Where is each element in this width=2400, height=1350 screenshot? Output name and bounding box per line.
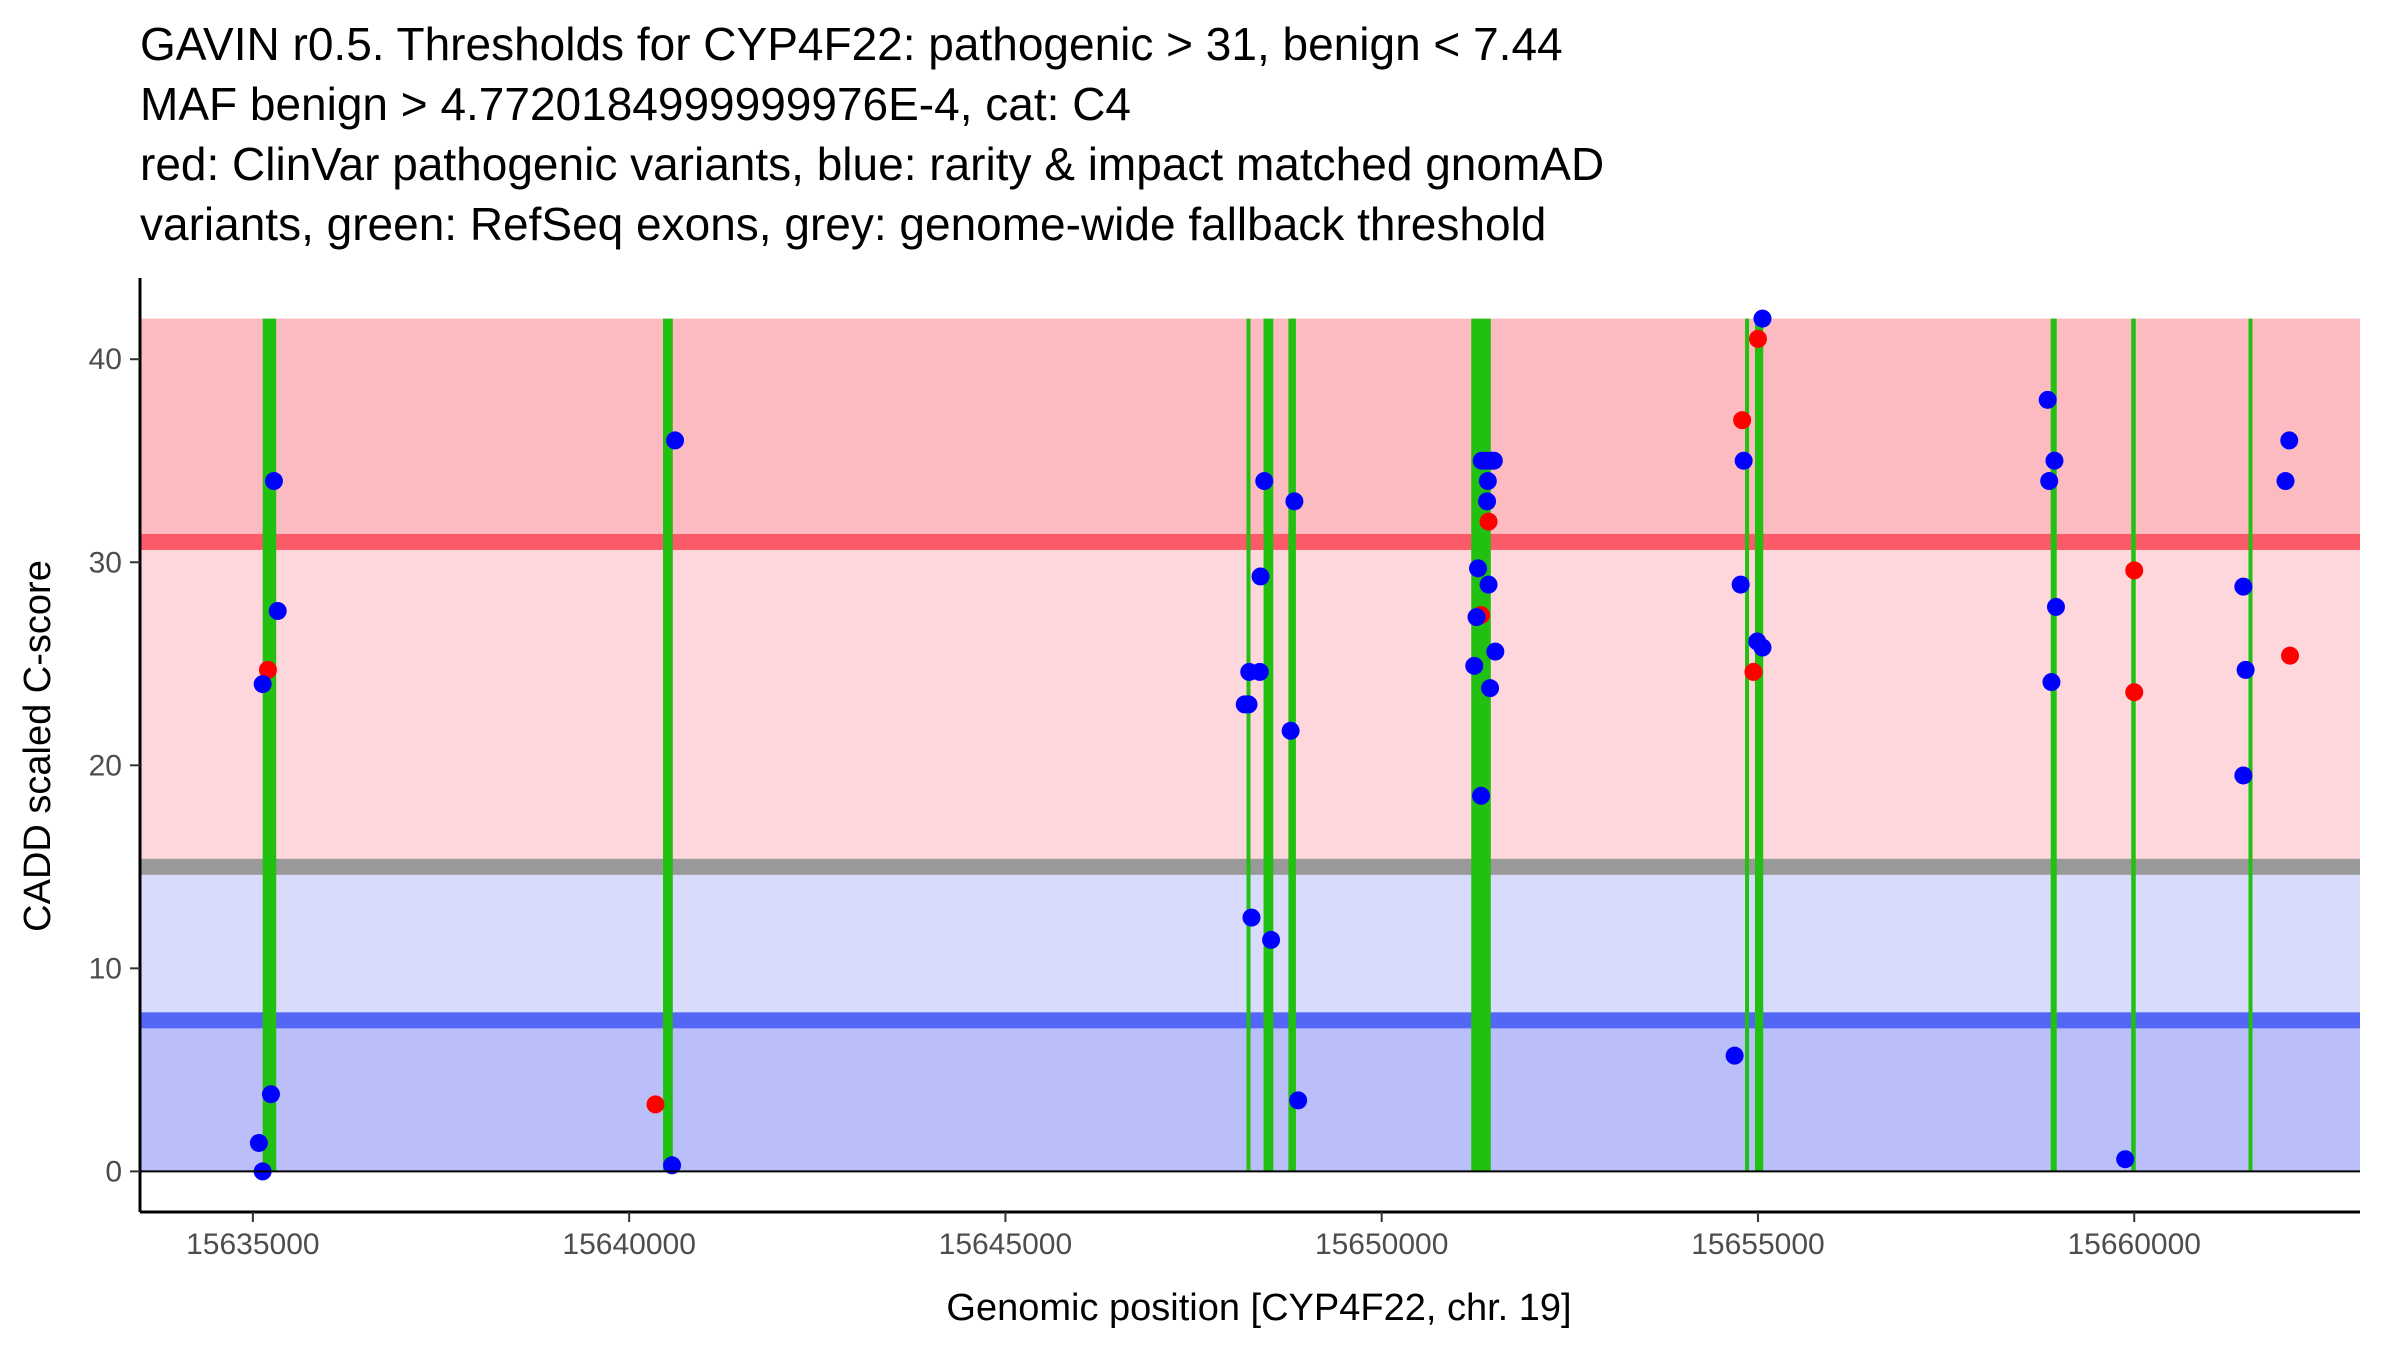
x-tick-label: 15645000 bbox=[939, 1228, 1072, 1261]
clinvar-point bbox=[1479, 512, 1498, 531]
clinvar-series bbox=[258, 329, 2300, 1114]
plot-area: 15635000 15640000 15645000 15650000 15655000… bbox=[89, 278, 2360, 1261]
gnomad-point bbox=[249, 1133, 268, 1152]
gnomad-point bbox=[1753, 638, 1772, 657]
gnomad-point bbox=[1484, 451, 1503, 470]
clinvar-point bbox=[1744, 662, 1763, 681]
exon-bars bbox=[262, 318, 2253, 1172]
x-axis-title: Genomic position [CYP4F22, chr. 19] bbox=[946, 1287, 1571, 1329]
exon-bar bbox=[1754, 318, 1764, 1172]
gnomad-point bbox=[1481, 679, 1500, 698]
clinvar-point bbox=[646, 1095, 665, 1114]
x-tick-label: 15635000 bbox=[186, 1228, 319, 1261]
variant-points bbox=[249, 309, 2300, 1181]
gnomad-point bbox=[1465, 656, 1484, 675]
x-tick-label: 15650000 bbox=[1315, 1228, 1448, 1261]
gnomad-point bbox=[1251, 567, 1270, 586]
exon-bar bbox=[663, 318, 673, 1172]
title-line-3: red: ClinVar pathogenic variants, blue: … bbox=[140, 138, 1604, 190]
gnomad-point bbox=[1478, 472, 1497, 491]
gnomad-point bbox=[261, 1085, 280, 1104]
exon-bar bbox=[1246, 318, 1251, 1172]
gnomad-point bbox=[2236, 660, 2255, 679]
gnomad-point bbox=[1239, 695, 1258, 714]
clinvar-point bbox=[1733, 411, 1752, 430]
exon-bar bbox=[1288, 318, 1296, 1172]
clinvar-point bbox=[2125, 683, 2144, 702]
gnomad-point bbox=[1469, 559, 1488, 578]
chart-title: GAVIN r0.5. Thresholds for CYP4F22: path… bbox=[140, 18, 1604, 250]
gnomad-point bbox=[1734, 451, 1753, 470]
gnomad-point bbox=[2042, 673, 2061, 692]
exon-bar bbox=[2248, 318, 2253, 1172]
exon-bar bbox=[1263, 318, 1274, 1172]
gnomad-point bbox=[1472, 786, 1491, 805]
x-tick-label: 15640000 bbox=[562, 1228, 695, 1261]
y-tick-label: 0 bbox=[105, 1155, 122, 1188]
axis-titles: Genomic position [CYP4F22, chr. 19] CADD… bbox=[17, 560, 1572, 1329]
gnomad-point bbox=[1731, 575, 1750, 594]
exon-bar bbox=[1745, 318, 1750, 1172]
gnomad-point bbox=[1250, 662, 1269, 681]
y-tick-label: 20 bbox=[89, 749, 122, 782]
gnomad-point bbox=[1242, 908, 1261, 927]
gnomad-point bbox=[1467, 608, 1486, 627]
gnomad-point bbox=[268, 601, 287, 620]
axes: 15635000 15640000 15645000 15650000 15655000… bbox=[89, 278, 2360, 1261]
gnomad-point bbox=[2040, 472, 2059, 491]
clinvar-point bbox=[2125, 561, 2144, 580]
gnomad-point bbox=[1255, 472, 1274, 491]
y-tick-label: 40 bbox=[89, 343, 122, 376]
clinvar-point bbox=[258, 660, 277, 679]
gnomad-point bbox=[1478, 492, 1497, 511]
gnomad-point bbox=[663, 1156, 682, 1175]
clinvar-point bbox=[1748, 329, 1767, 348]
gnomad-point bbox=[1479, 575, 1498, 594]
gnomad-point bbox=[2116, 1150, 2135, 1169]
gnomad-point bbox=[1486, 642, 1505, 661]
gnomad-point bbox=[2038, 390, 2057, 409]
gnomad-point bbox=[2046, 597, 2065, 616]
x-tick-label: 15655000 bbox=[1691, 1228, 1824, 1261]
gnomad-point bbox=[666, 431, 685, 450]
gnomad-point bbox=[1753, 309, 1772, 328]
gnomad-point bbox=[2234, 577, 2253, 596]
gnomad-point bbox=[2276, 472, 2295, 491]
gnomad-point bbox=[264, 472, 283, 491]
gnomad-point bbox=[1281, 721, 1300, 740]
gnomad-point bbox=[2045, 451, 2064, 470]
gnomad-point bbox=[1285, 492, 1304, 511]
exon-bar bbox=[2131, 318, 2136, 1172]
title-line-2: MAF benign > 4.7720184999999976E-4, cat:… bbox=[140, 78, 1131, 130]
exon-bar bbox=[262, 318, 277, 1172]
gnomad-point bbox=[1262, 930, 1281, 949]
exon-bar bbox=[1471, 318, 1491, 1172]
gnomad-series bbox=[249, 309, 2299, 1181]
y-axis-title: CADD scaled C-score bbox=[17, 560, 59, 932]
gnomad-point bbox=[1289, 1091, 1308, 1110]
y-tick-label: 30 bbox=[89, 546, 122, 579]
clinvar-point bbox=[2281, 646, 2300, 665]
gnomad-point bbox=[2234, 766, 2253, 785]
x-tick-label: 15660000 bbox=[2067, 1228, 2200, 1261]
title-line-1: GAVIN r0.5. Thresholds for CYP4F22: path… bbox=[140, 18, 1563, 70]
gnomad-point bbox=[2280, 431, 2299, 450]
gnomad-point bbox=[253, 675, 272, 694]
y-tick-label: 10 bbox=[89, 952, 122, 985]
gnomad-point bbox=[1725, 1046, 1744, 1065]
title-line-4: variants, green: RefSeq exons, grey: gen… bbox=[140, 198, 1546, 250]
exon-bar bbox=[2050, 318, 2057, 1172]
